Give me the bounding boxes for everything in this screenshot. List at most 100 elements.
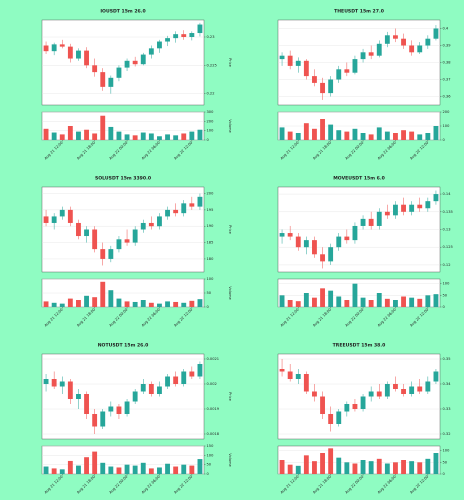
candle-body xyxy=(84,229,89,237)
volume-bar xyxy=(51,302,57,307)
x-tick-label: Aug 22 06:00 xyxy=(141,474,161,494)
volume-bar xyxy=(100,462,106,474)
candle-body xyxy=(140,222,146,230)
candle-body xyxy=(425,381,431,392)
price-panel xyxy=(41,186,205,273)
candle-body xyxy=(393,204,398,216)
v-tick-label: 0 xyxy=(207,305,210,309)
volume-bar xyxy=(425,133,431,140)
candle-body xyxy=(433,194,439,202)
candle-body xyxy=(425,201,431,209)
v-tick-label: 0 xyxy=(443,305,446,309)
candle-body xyxy=(401,38,406,46)
candle-body xyxy=(433,28,439,39)
volume-axis-label: Volume xyxy=(228,119,232,133)
volume-bar xyxy=(92,297,98,307)
volume-bar xyxy=(165,463,170,474)
candle-body xyxy=(401,204,406,212)
v-tick-label: 100 xyxy=(207,129,215,133)
y-tick-label: 0.002 xyxy=(207,382,217,386)
candle-body xyxy=(344,236,350,241)
volume-bar xyxy=(157,467,162,474)
volume-bar xyxy=(51,132,57,140)
candle-body xyxy=(76,50,81,59)
volume-bar xyxy=(84,295,89,307)
volume-bar xyxy=(312,297,317,307)
y-tick-label: 195 xyxy=(207,208,214,212)
candle-body xyxy=(368,52,374,56)
volume-bar xyxy=(140,462,146,474)
candle-body xyxy=(417,204,423,209)
volume-bar xyxy=(433,126,439,140)
volume-bar xyxy=(108,290,114,307)
volume-bar xyxy=(59,303,65,307)
volume-bar xyxy=(197,299,203,307)
candle-body xyxy=(108,406,114,412)
volume-bar xyxy=(43,128,49,140)
volume-bar xyxy=(303,455,309,474)
volume-bar xyxy=(295,133,301,140)
volume-bar xyxy=(67,460,73,474)
candle-body xyxy=(67,381,73,399)
candle-body xyxy=(108,249,114,259)
x-tick-label: Aug 22 06:00 xyxy=(141,140,161,160)
x-tick-label: Aug 22 12:00 xyxy=(409,307,429,327)
volume-bar xyxy=(279,295,285,307)
candle-body xyxy=(43,45,49,52)
v-tick-label: 0 xyxy=(443,138,446,142)
volume-bar xyxy=(401,460,406,474)
candle-body xyxy=(84,50,89,66)
candle-body xyxy=(189,371,195,377)
volume-panel xyxy=(277,445,441,475)
volume-bar xyxy=(368,461,374,474)
y-tick-label: 0.4 xyxy=(443,27,449,31)
candle-body xyxy=(157,216,162,227)
candle-body xyxy=(148,222,154,227)
volume-bar xyxy=(384,298,390,307)
y-tick-label: 0.32 xyxy=(443,432,451,436)
candle-body xyxy=(43,216,49,223)
candle-body xyxy=(92,414,98,427)
x-tick-label: Aug 21 18:00 xyxy=(76,474,96,494)
v-tick-label: 300 xyxy=(207,110,215,114)
x-tick-label: Aug 21 12:00 xyxy=(44,307,64,327)
candle-body xyxy=(116,406,122,414)
volume-bar xyxy=(165,301,170,307)
candle-body xyxy=(157,41,162,49)
volume-bar xyxy=(393,462,398,474)
candle-body xyxy=(401,389,406,394)
candle-body xyxy=(303,60,309,77)
volume-bar xyxy=(76,465,81,474)
candle-body xyxy=(425,38,431,46)
x-tick-label: Aug 21 12:00 xyxy=(280,474,300,494)
candle-body xyxy=(140,384,146,392)
chart-title: MOVEUSDT 15m 6.0 xyxy=(333,176,385,182)
candle-body xyxy=(173,209,179,214)
x-tick-label: Aug 21 18:00 xyxy=(312,474,332,494)
candle-body xyxy=(92,229,98,250)
volume-bar xyxy=(76,131,81,140)
volume-panel xyxy=(277,278,441,308)
volume-bar xyxy=(92,133,98,140)
volume-bar xyxy=(295,301,301,307)
volume-bar xyxy=(116,131,122,140)
y-tick-label: 0.37 xyxy=(443,78,451,82)
candle-body xyxy=(116,67,122,78)
volume-bar xyxy=(328,290,334,307)
volume-bar xyxy=(132,301,138,307)
candle-body xyxy=(328,414,334,424)
candle-body xyxy=(148,384,154,394)
volume-bar xyxy=(320,288,325,307)
candle-body xyxy=(132,229,138,243)
candle-body xyxy=(181,34,187,37)
volume-bar xyxy=(384,463,390,474)
v-tick-label: 100 xyxy=(443,282,451,286)
volume-bar xyxy=(173,466,179,474)
y-tick-label: 0.135 xyxy=(443,210,453,214)
x-tick-label: Aug 21 18:00 xyxy=(76,307,96,327)
candle-body xyxy=(100,249,106,259)
v-tick-label: 150 xyxy=(207,444,215,448)
volume-bar xyxy=(344,131,350,140)
volume-bar xyxy=(148,468,154,474)
candle-body xyxy=(279,55,285,60)
